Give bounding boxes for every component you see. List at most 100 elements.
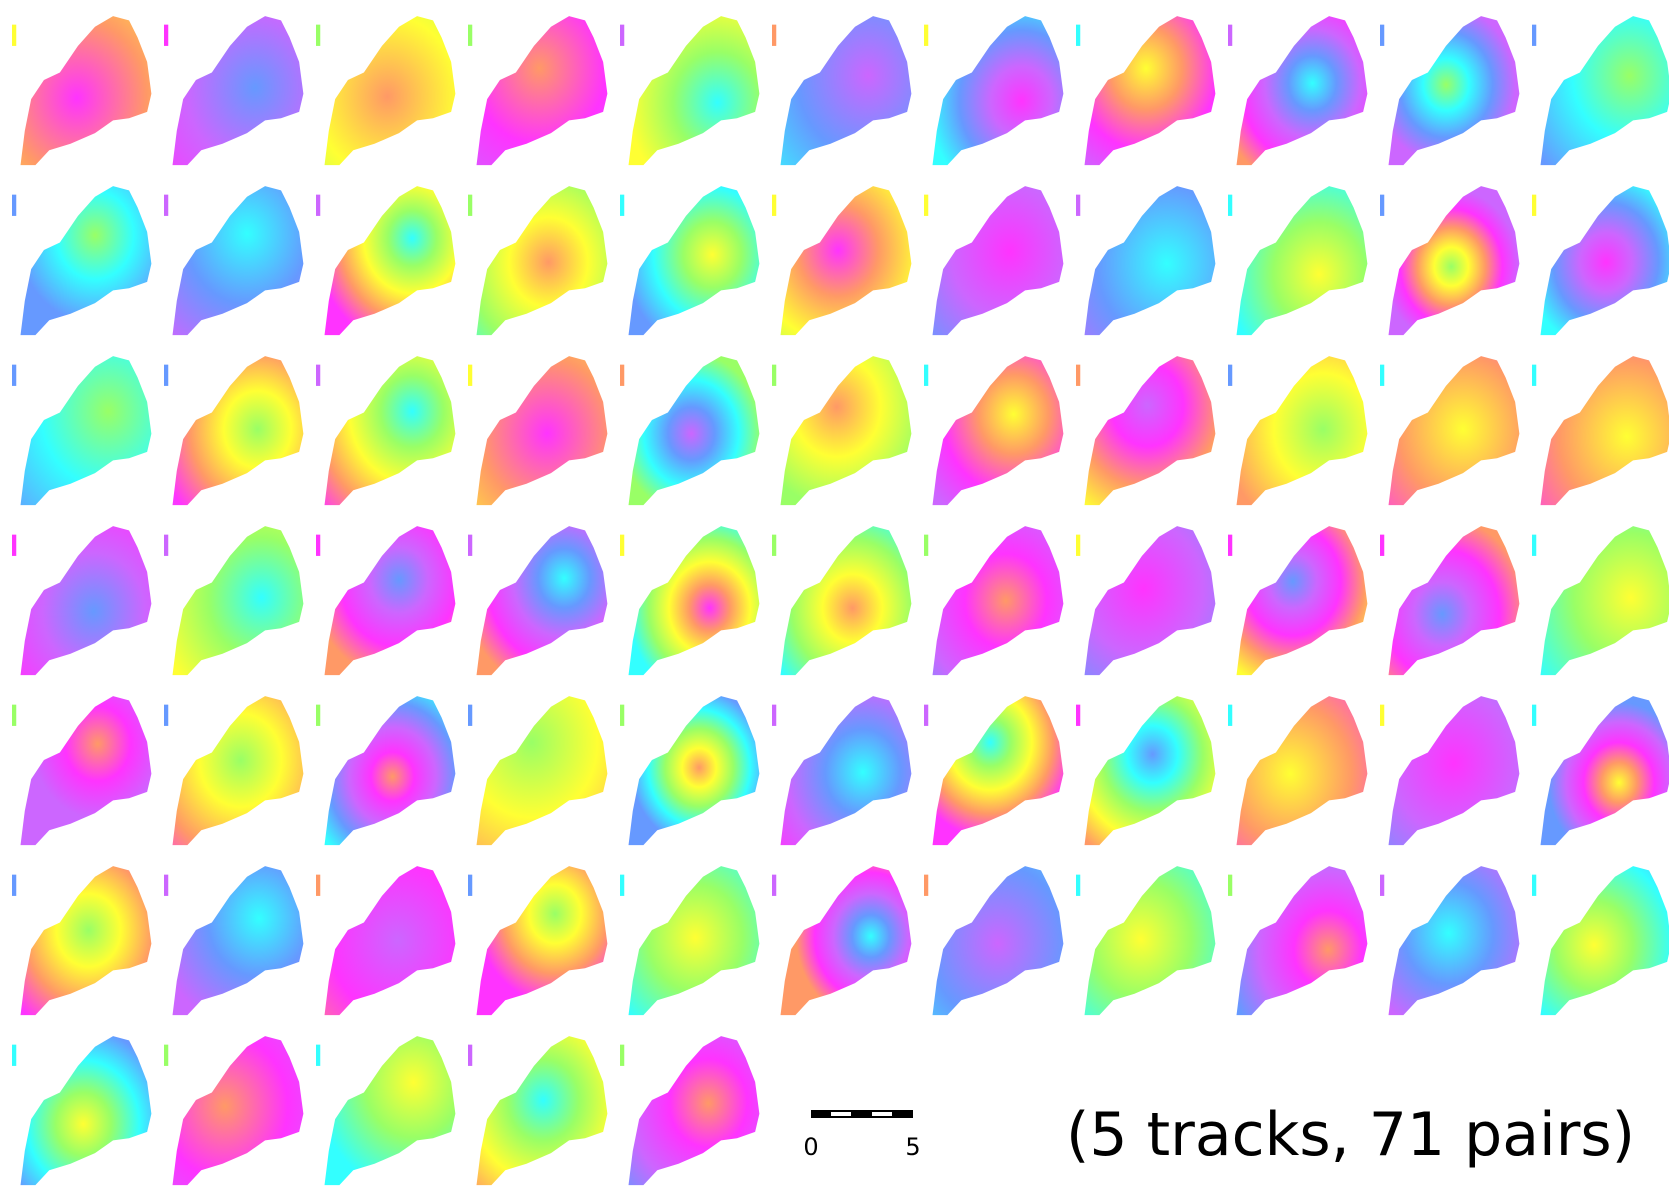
island (772, 705, 776, 726)
interferogram-fringes (325, 696, 456, 845)
interferogram (12, 1036, 151, 1185)
interferogram-fringes (629, 866, 760, 1015)
interferogram-fringes (325, 16, 456, 165)
interferogram (1380, 526, 1519, 675)
interferogram (1076, 696, 1215, 845)
interferogram-fringes (1541, 186, 1669, 335)
island (924, 705, 928, 726)
interferogram (164, 356, 303, 505)
interferogram (1380, 356, 1519, 505)
interferogram-fringes (933, 186, 1064, 335)
interferogram (164, 696, 303, 845)
interferogram (164, 186, 303, 335)
island (12, 1045, 16, 1066)
caption: (5 tracks, 71 pairs) (1066, 1100, 1635, 1170)
interferogram-fringes (1389, 526, 1520, 675)
island (1228, 25, 1232, 46)
interferogram-fringes (1237, 696, 1368, 845)
interferogram-fringes (477, 526, 608, 675)
island (1380, 365, 1384, 386)
interferogram-fringes (1389, 186, 1520, 335)
interferogram-fringes (477, 696, 608, 845)
interferogram-fringes (1085, 866, 1216, 1015)
island (1532, 705, 1536, 726)
interferogram (620, 1036, 759, 1185)
interferogram-fringes (21, 16, 152, 165)
island (1076, 535, 1080, 556)
interferogram-fringes (629, 1036, 760, 1185)
interferogram-fringes (325, 186, 456, 335)
interferogram-fringes (1237, 526, 1368, 675)
scale-bar-outline (811, 1110, 913, 1118)
island (1076, 365, 1080, 386)
interferogram-fringes (325, 356, 456, 505)
interferogram (316, 186, 455, 335)
interferogram (620, 16, 759, 165)
interferogram (164, 16, 303, 165)
figure: 0 5 (5 tracks, 71 pairs) (0, 0, 1669, 1192)
interferogram (1228, 186, 1367, 335)
interferogram-fringes (781, 356, 912, 505)
island (1532, 25, 1536, 46)
scale-label: 0 (803, 1133, 818, 1161)
island (1228, 365, 1232, 386)
interferogram-fringes (21, 866, 152, 1015)
interferogram-fringes (1237, 186, 1368, 335)
interferogram-fringes (1237, 16, 1368, 165)
interferogram-fringes (1085, 186, 1216, 335)
scale-bar: 0 5 (803, 1110, 920, 1161)
interferogram-fringes (1541, 16, 1669, 165)
interferogram-fringes (325, 866, 456, 1015)
island (772, 195, 776, 216)
interferogram (164, 866, 303, 1015)
island (620, 365, 624, 386)
interferogram (924, 526, 1063, 675)
interferogram (316, 356, 455, 505)
interferogram-fringes (1389, 356, 1520, 505)
interferogram-fringes (629, 16, 760, 165)
interferogram (924, 356, 1063, 505)
interferogram-fringes (1237, 866, 1368, 1015)
island (468, 195, 472, 216)
interferogram (12, 186, 151, 335)
island (1532, 875, 1536, 896)
interferogram-fringes (173, 186, 304, 335)
interferogram-fringes (477, 1036, 608, 1185)
interferogram-fringes (1389, 696, 1520, 845)
island (316, 875, 320, 896)
interferogram (1076, 186, 1215, 335)
island (164, 365, 168, 386)
island (468, 535, 472, 556)
interferogram-fringes (325, 526, 456, 675)
island (1532, 195, 1536, 216)
interferogram-fringes (1541, 356, 1669, 505)
interferogram (468, 16, 607, 165)
interferogram (316, 16, 455, 165)
island (164, 25, 168, 46)
interferogram (620, 186, 759, 335)
island (772, 535, 776, 556)
interferogram-fringes (21, 356, 152, 505)
island (12, 535, 16, 556)
interferogram-fringes (629, 526, 760, 675)
interferogram (468, 866, 607, 1015)
interferogram-fringes (933, 16, 1064, 165)
island (12, 705, 16, 726)
island (164, 1045, 168, 1066)
island (620, 875, 624, 896)
interferogram (1228, 16, 1367, 165)
interferogram (468, 526, 607, 675)
interferogram (316, 1036, 455, 1185)
interferogram (772, 186, 911, 335)
interferogram (1532, 696, 1669, 845)
island (1380, 195, 1384, 216)
island (1532, 365, 1536, 386)
interferogram-fringes (21, 526, 152, 675)
interferogram (316, 696, 455, 845)
interferogram (1076, 866, 1215, 1015)
interferogram (924, 16, 1063, 165)
island (316, 365, 320, 386)
interferogram (468, 696, 607, 845)
interferogram (1228, 356, 1367, 505)
island (468, 25, 472, 46)
